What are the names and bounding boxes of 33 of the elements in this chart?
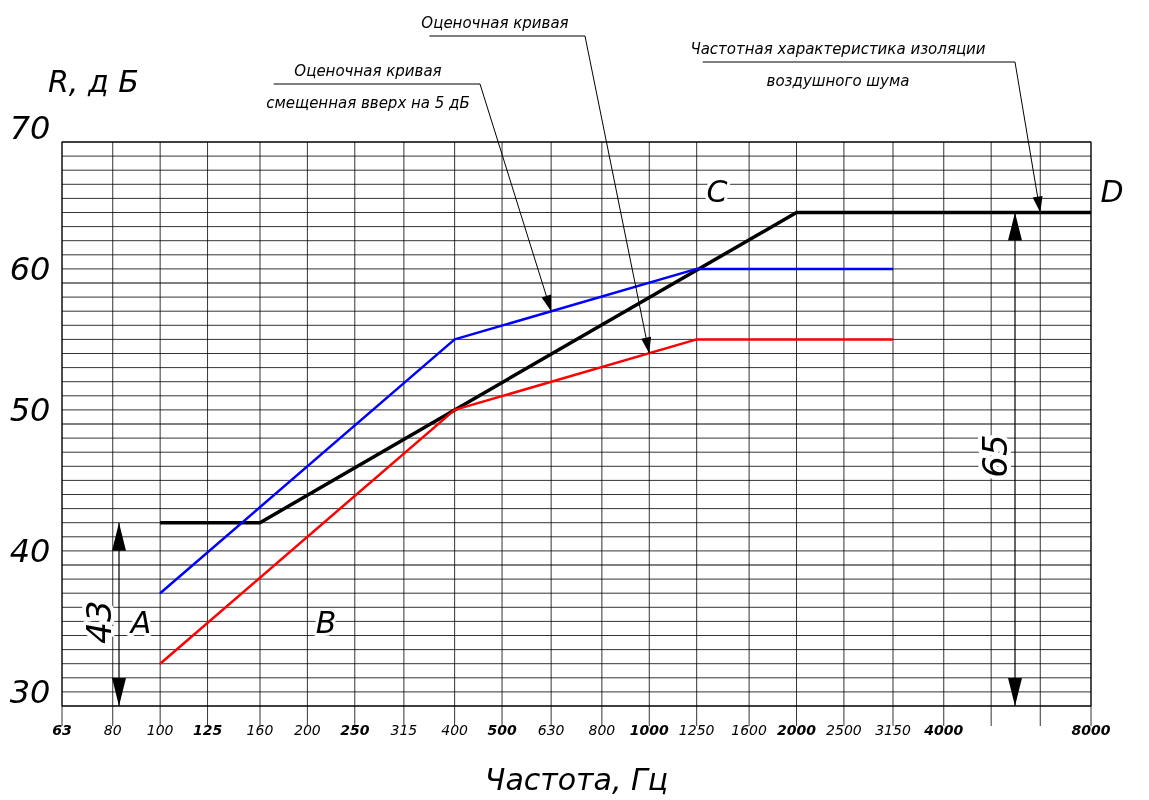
x-tick-label: 400 [441,721,469,738]
x-tick-label: 160 [246,721,274,738]
y-tick-label: 70 [9,108,51,147]
annotation: Оценочная кривая смещенная вверх на 5 дБ [266,62,470,112]
x-tick-label: 1600 [731,721,768,738]
x-tick-label: 315 [390,721,418,738]
x-tick-label: 500 [487,721,517,738]
y-tick-label: 30 [9,672,51,711]
x-tick-label: 200 [294,721,321,738]
x-tick-label: 630 [537,721,565,738]
x-tick-label: 63 [52,721,72,738]
x-tick-label: 800 [588,721,616,738]
x-tick-label: 100 [146,721,174,738]
y-tick-label: 50 [9,390,51,429]
annotation: 65 [975,434,1015,478]
x-tick-label: 125 [192,721,223,738]
x-tick-label: 1250 [678,721,715,738]
x-tick-label: 250 [340,721,370,738]
y-tick-label: 60 [9,249,51,288]
x-tick-label: 2000 [777,721,817,738]
x-tick-label: 1000 [629,721,670,738]
x-axis-title: Частота, Гц [484,762,669,797]
annotation: 43 [79,600,119,644]
x-tick-label: 3150 [875,721,911,738]
text: D [1100,173,1124,209]
x-tick-label: 8000 [1071,721,1111,738]
x-tick-label: 4000 [923,721,964,738]
y-axis-title: R, д Б [48,64,139,99]
annotation: Оценочная кривая [421,14,569,32]
x-tick-label: 2500 [826,721,862,738]
x-tick-label: 80 [103,721,122,738]
y-tick-label: 40 [9,531,51,570]
annotation: Частотная характеристика изоляции воздушного шума [690,40,986,90]
